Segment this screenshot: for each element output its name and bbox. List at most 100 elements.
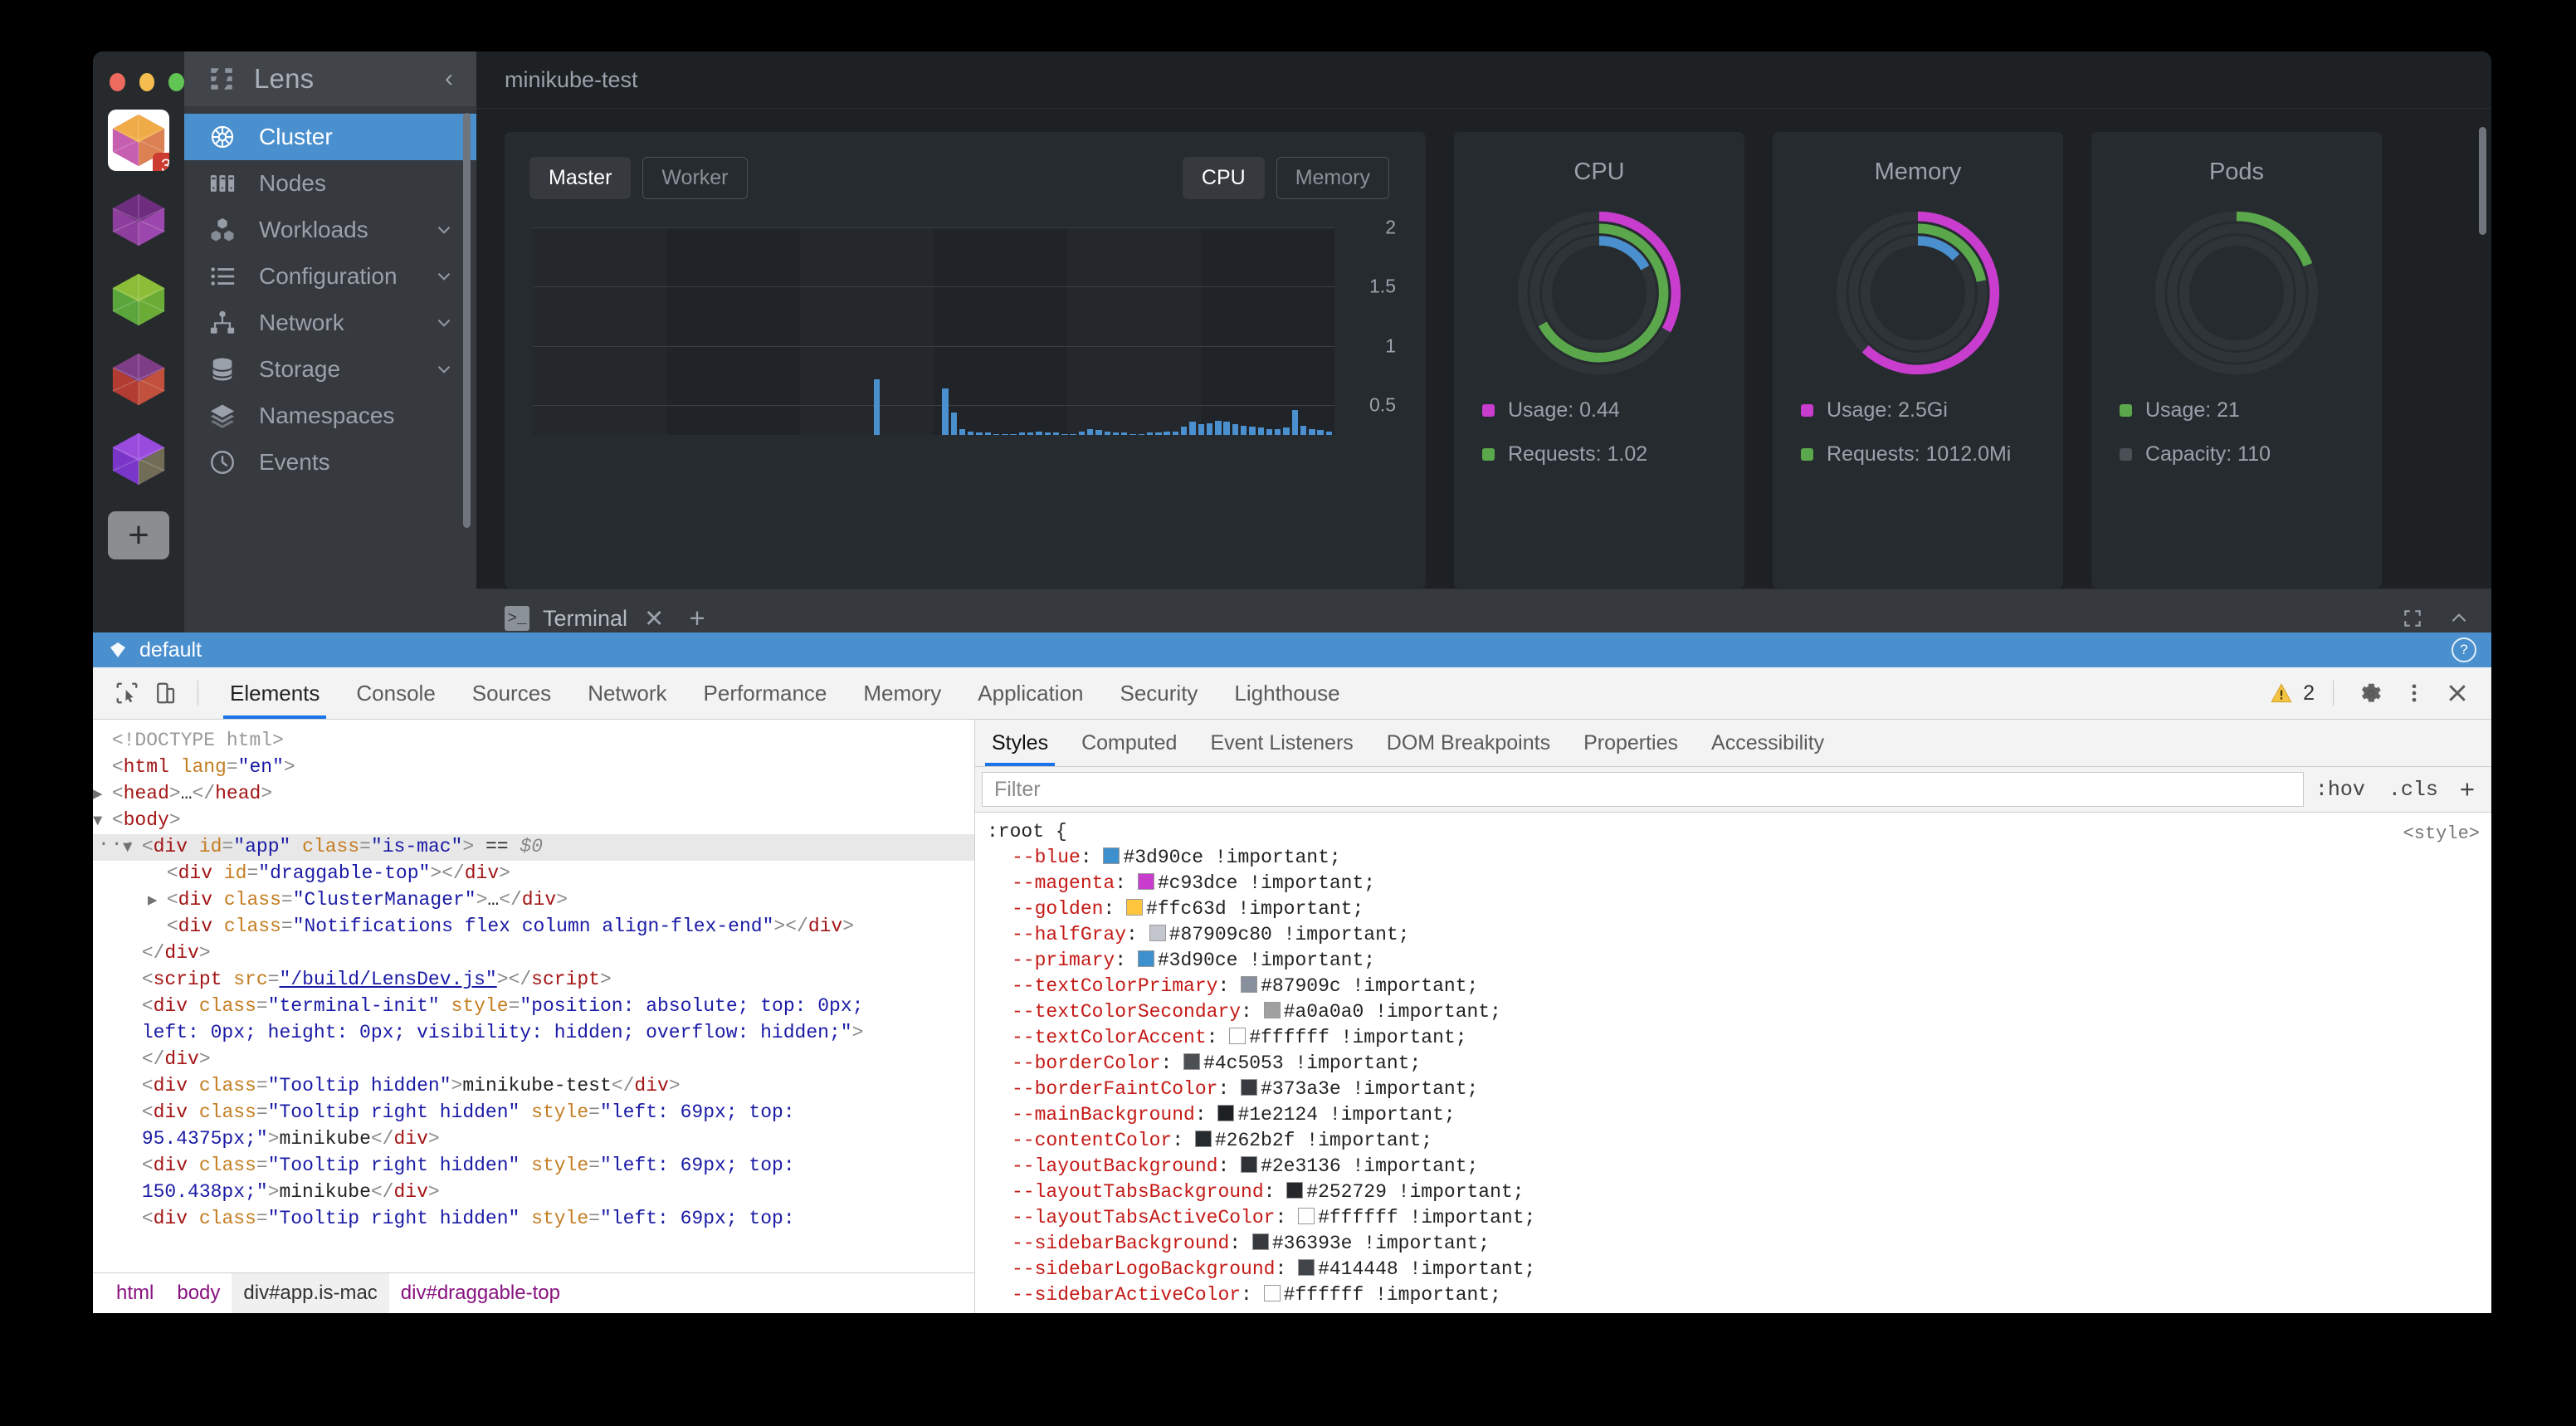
css-declaration[interactable]: --layoutTabsActiveColor: #ffffff !import… — [1012, 1207, 1536, 1228]
css-property-value[interactable]: #4c5053 !important; — [1203, 1052, 1422, 1074]
kebab-menu-icon[interactable] — [2395, 674, 2433, 712]
dom-node-line[interactable]: 95.4375px;">minikube</div> — [141, 1128, 440, 1150]
tab-performance[interactable]: Performance — [703, 680, 827, 706]
chevron-down-icon[interactable] — [433, 219, 455, 241]
css-property-value[interactable]: #3d90ce !important; — [1157, 950, 1376, 971]
warning-triangle-icon[interactable] — [2270, 681, 2293, 705]
css-property-value[interactable]: #373a3e !important; — [1261, 1078, 1479, 1100]
breadcrumb-item[interactable]: div#app.is-mac — [232, 1273, 389, 1313]
fullscreen-icon[interactable] — [2402, 608, 2423, 629]
tab-properties[interactable]: Properties — [1583, 730, 1679, 755]
dom-node-line[interactable]: ··· ▼ <div id="app" class="is-mac"> == $0 — [93, 833, 974, 861]
chevron-down-icon[interactable] — [433, 266, 455, 287]
sidebar-item-network[interactable]: Network — [184, 300, 476, 346]
dom-node-line[interactable]: <div class="Tooltip hidden">minikube-tes… — [141, 1075, 681, 1096]
dom-node-line[interactable]: left: 0px; height: 0px; visibility: hidd… — [141, 1022, 864, 1043]
css-property-value[interactable]: #1e2124 !important; — [1237, 1104, 1456, 1126]
sidebar-scrollbar[interactable] — [463, 113, 471, 528]
css-declaration[interactable]: --blue: #3d90ce !important; — [1012, 847, 1341, 868]
terminal-tab[interactable]: Terminal — [543, 605, 628, 631]
color-swatch[interactable] — [1263, 1285, 1281, 1301]
css-property-name[interactable]: --layoutTabsBackground — [1012, 1181, 1264, 1203]
device-toolbar-icon[interactable] — [146, 674, 184, 712]
plus-icon[interactable]: + — [689, 603, 705, 633]
dom-node-line[interactable]: <div class="Notifications flex column al… — [166, 916, 855, 937]
chevron-down-icon[interactable] — [433, 312, 455, 334]
dom-node-line[interactable]: <div class="Tooltip right hidden" style=… — [141, 1208, 795, 1229]
color-swatch[interactable] — [1137, 873, 1154, 890]
css-declaration[interactable]: --sidebarBackground: #36393e !important; — [1012, 1233, 1490, 1254]
tab-console[interactable]: Console — [356, 680, 436, 706]
gear-icon[interactable] — [2352, 674, 2390, 712]
color-swatch[interactable] — [1149, 925, 1166, 941]
tab-styles[interactable]: Styles — [975, 720, 1065, 766]
color-swatch[interactable] — [1126, 899, 1144, 916]
sidebar-item-events[interactable]: Events — [184, 439, 476, 486]
cluster-icon[interactable] — [108, 269, 169, 330]
css-declaration[interactable]: --magenta: #c93dce !important; — [1012, 872, 1376, 894]
css-property-name[interactable]: --layoutTabsActiveColor — [1012, 1207, 1276, 1228]
dom-node-line[interactable]: <!DOCTYPE html> — [111, 730, 284, 751]
close-icon[interactable] — [2438, 674, 2476, 712]
cluster-icon[interactable] — [108, 189, 169, 251]
cluster-icon[interactable]: 3 — [108, 110, 169, 171]
css-property-name[interactable]: --halfGray — [1012, 924, 1127, 945]
css-property-name[interactable]: --layoutBackground — [1012, 1155, 1218, 1177]
sidebar-item-configuration[interactable]: Configuration — [184, 253, 476, 300]
css-declaration[interactable]: --sidebarLogoBackground: #414448 !import… — [1012, 1258, 1536, 1280]
dom-node-line[interactable]: ▼ <body> — [93, 809, 181, 831]
dom-node-line[interactable]: <div class="Tooltip right hidden" style=… — [141, 1101, 795, 1123]
tab-elements[interactable]: Elements — [212, 667, 338, 719]
css-declaration[interactable]: --primary: #3d90ce !important; — [1012, 950, 1376, 971]
css-declaration[interactable]: --golden: #ffc63d !important; — [1012, 898, 1364, 920]
metric-cpu-toggle[interactable]: CPU — [1182, 157, 1265, 199]
tab-application[interactable]: Application — [978, 680, 1084, 706]
tab-event-listeners[interactable]: Event Listeners — [1210, 730, 1354, 755]
dom-node-line[interactable]: <div id="draggable-top"></div> — [166, 862, 510, 884]
color-swatch[interactable] — [1103, 847, 1120, 864]
css-property-value[interactable]: #3d90ce !important; — [1123, 847, 1341, 868]
css-property-name[interactable]: --primary — [1012, 950, 1115, 971]
color-swatch[interactable] — [1229, 1028, 1247, 1044]
sidebar-item-storage[interactable]: Storage — [184, 346, 476, 393]
node-worker-toggle[interactable]: Worker — [642, 157, 748, 199]
expand-arrow-icon[interactable]: ▶ — [148, 891, 167, 910]
css-property-name[interactable]: --golden — [1012, 898, 1104, 920]
css-property-value[interactable]: #87909c !important; — [1261, 975, 1479, 997]
color-swatch[interactable] — [1298, 1208, 1315, 1224]
sidebar-item-namespaces[interactable]: Namespaces — [184, 393, 476, 439]
css-property-value[interactable]: #87909c80 !important; — [1168, 924, 1410, 945]
dom-node-line[interactable]: <html lang="en"> — [111, 756, 295, 778]
color-swatch[interactable] — [1286, 1182, 1304, 1199]
dom-node-line[interactable]: ▶ <div class="ClusterManager">…</div> — [148, 889, 568, 911]
dom-node-line[interactable]: <div class="terminal-init" style="positi… — [141, 995, 864, 1017]
css-declaration[interactable]: --layoutBackground: #2e3136 !important; — [1012, 1155, 1479, 1177]
css-rule-list[interactable]: <style> :root {--blue: #3d90ce !importan… — [975, 813, 2491, 1313]
css-property-name[interactable]: --mainBackground — [1012, 1104, 1195, 1126]
tab-computed[interactable]: Computed — [1081, 730, 1178, 755]
css-property-name[interactable]: --magenta — [1012, 872, 1115, 894]
color-swatch[interactable] — [1194, 1131, 1212, 1147]
css-property-value[interactable]: #ffffff !important; — [1249, 1027, 1467, 1048]
maximize-window-button[interactable] — [168, 73, 185, 91]
sidebar-item-nodes[interactable]: Nodes — [184, 160, 476, 207]
css-property-name[interactable]: --textColorPrimary — [1012, 975, 1218, 997]
tab-security[interactable]: Security — [1120, 680, 1198, 706]
css-property-value[interactable]: #414448 !important; — [1318, 1258, 1536, 1280]
cluster-icon[interactable] — [108, 428, 169, 490]
css-property-value[interactable]: #ffc63d !important; — [1146, 898, 1364, 920]
color-swatch[interactable] — [1183, 1053, 1201, 1070]
css-property-name[interactable]: --sidebarActiveColor — [1012, 1284, 1242, 1306]
css-property-name[interactable]: --textColorSecondary — [1012, 1001, 1242, 1023]
inspect-cursor-icon[interactable] — [108, 674, 146, 712]
css-declaration[interactable]: --contentColor: #262b2f !important; — [1012, 1130, 1433, 1151]
css-property-value[interactable]: #a0a0a0 !important; — [1283, 1001, 1501, 1023]
add-cluster-button[interactable]: + — [108, 511, 169, 559]
chevron-left-icon[interactable]: ‹ — [445, 65, 453, 92]
node-badge-dots[interactable]: ··· — [98, 833, 138, 855]
css-property-value[interactable]: #36393e !important; — [1271, 1233, 1490, 1254]
color-swatch[interactable] — [1241, 1156, 1258, 1173]
css-declaration[interactable]: --sidebarActiveColor: #ffffff !important… — [1012, 1284, 1501, 1306]
expand-arrow-icon[interactable]: ▼ — [93, 812, 112, 830]
css-property-name[interactable]: --borderColor — [1012, 1052, 1161, 1074]
